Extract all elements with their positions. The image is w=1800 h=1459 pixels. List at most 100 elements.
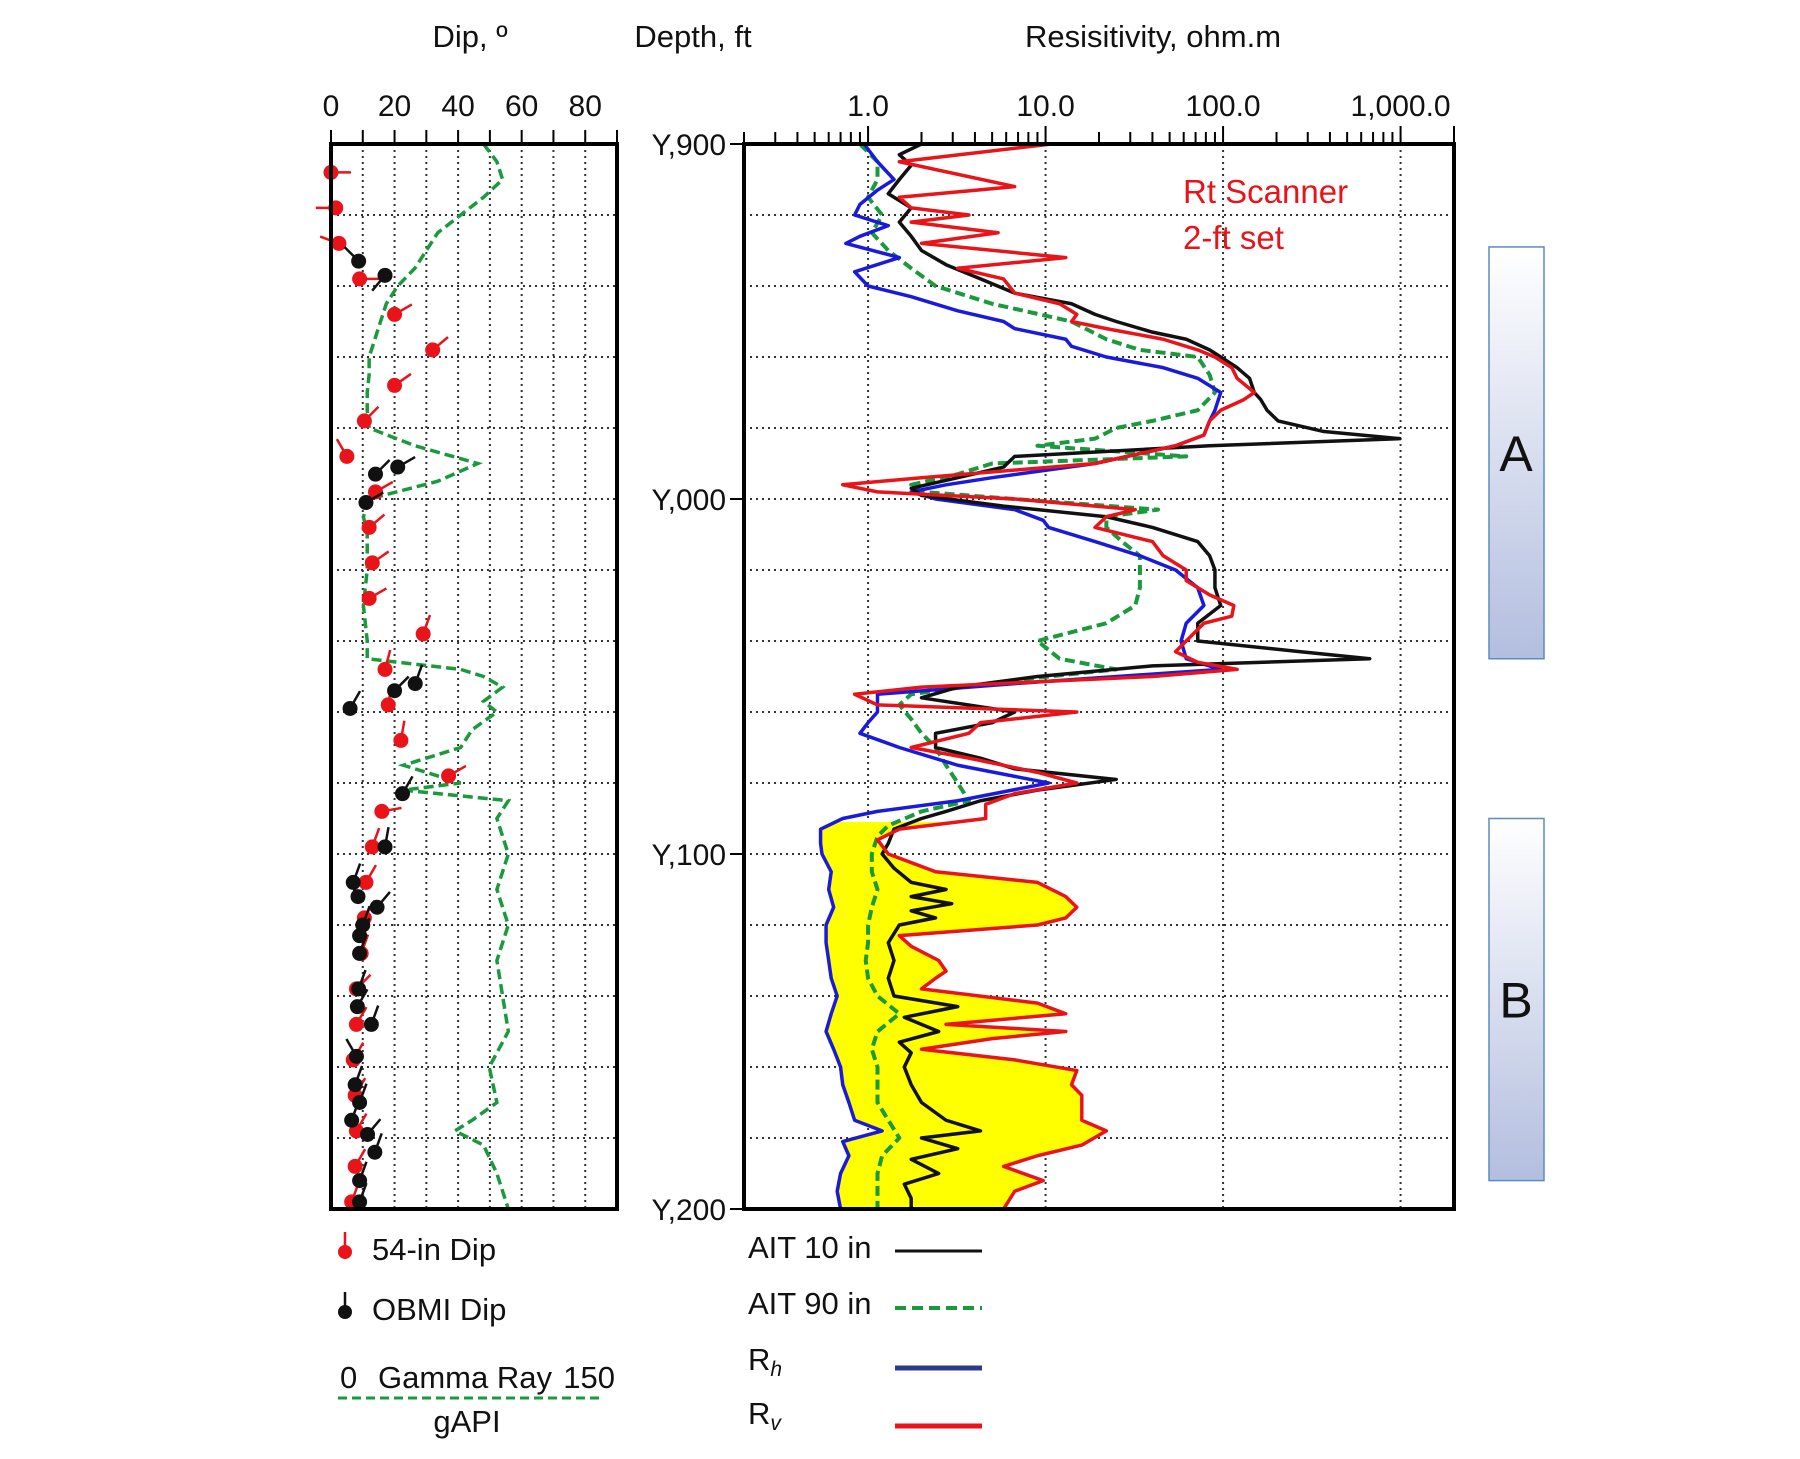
depth-tick-label: Y,900 [651,129,726,162]
resistivity-axis-title: Resisitivity, ohm.m [1025,19,1281,54]
tadpole-head [363,1016,379,1032]
dip-tick-label: 20 [378,90,411,123]
tadpole-head [348,1016,364,1032]
dip-54in-tadpole [387,372,412,393]
tadpole-head [351,981,367,997]
tadpole-head [352,945,368,961]
obmi-dip-tadpole [358,491,384,511]
tadpole-head [364,839,380,855]
tadpole-head [349,999,365,1015]
legend-ait10: AIT 10 in [748,1230,982,1265]
tadpole-head [344,1112,360,1128]
tadpole-head [360,1126,376,1142]
tadpole-head [356,413,372,429]
tadpole-head [348,1048,364,1064]
depth-tick-label: Y,100 [651,839,726,872]
obmi-dip-tadpole [347,1065,364,1093]
dip-54in-tadpole [352,271,380,287]
tadpole-head [339,448,355,464]
curve-ait-10-in [880,144,1402,1209]
curve-rv [840,144,1257,1209]
gr-name-label: Gamma Ray [378,1360,552,1395]
curve-rh [818,144,1223,1209]
dip-tick-label: 0 [323,90,340,123]
dip-axis-title: Dip, º [432,19,507,54]
curve-gamma-ray [361,144,512,1209]
zone-a: A [1488,246,1545,660]
legend-ait90: AIT 90 in [748,1286,982,1321]
tadpole-head [441,768,457,784]
dip-tadpoles [315,164,467,1210]
tadpole-head [367,1144,383,1160]
dip-54in-tadpole [364,827,381,855]
dip-54in-tadpole [347,1148,367,1174]
obmi-dip-tadpole [345,863,362,890]
dip-54in-tadpole [377,649,393,677]
dip-tick-label: 40 [441,90,474,123]
tadpole-head [377,267,393,283]
resistivity-curves [818,144,1402,1209]
tadpole-head [331,235,347,251]
resistivity-tick-label: 10.0 [1016,90,1074,123]
dip-54in-tadpole [361,587,388,606]
legend-label: AIT 90 in [748,1286,872,1321]
tadpole-head [387,306,403,322]
zone-label: B [1499,973,1532,1029]
rt-scanner-annotation: Rt Scanner [1183,173,1348,210]
legend-rh: Rh [748,1342,982,1381]
yellow-fill-area [820,822,1107,1209]
rh-rv-fill [820,822,1107,1209]
resistivity-track-grid [744,144,1454,1209]
tadpole-head [367,466,383,482]
depth-tick-label: Y,200 [651,1194,726,1227]
legend-label: Rh [748,1342,782,1381]
zone-box [1488,817,1545,1182]
dip-tick-label: 80 [569,90,602,123]
tadpole-head [345,874,361,890]
depth-tick-label: Y,000 [651,484,726,517]
gr-unit-label: gAPI [433,1404,500,1439]
dip-tick-label: 60 [505,90,538,123]
legend-gamma-ray: 0 Gamma Ray 150 gAPI [338,1360,615,1439]
obmi-dip-tadpole [387,675,410,699]
dip-54in-tadpole [415,614,432,642]
obmi-dip-tadpole [377,826,393,855]
obmi-dip-tadpole [351,969,367,997]
tadpole-head [380,697,396,713]
dip-54in-tadpole [364,550,390,571]
tadpole-head [425,342,441,358]
obmi-dip-tadpole [407,664,424,692]
dip-54in-tadpole [367,480,394,500]
dip-54in-tadpole [425,336,449,358]
obmi-dip-tadpole [352,1161,368,1189]
zone-label: A [1499,426,1533,482]
dip-54in-tadpole [374,803,402,819]
tadpole-head [390,459,406,475]
obmi-dip-tadpole [342,690,362,716]
dip-54in-tadpole [393,720,409,748]
legend-label: OBMI Dip [372,1292,506,1327]
tadpole-head [352,1173,368,1189]
zone-box [1488,246,1545,660]
tadpole-head [415,626,431,642]
dip-track-grid [331,144,617,1209]
tadpole-head [347,1077,363,1093]
obmi-dip-tadpole [395,775,414,802]
dip-54in-tadpole [361,513,386,535]
obmi-dip-tadpole [343,246,367,269]
tadpole-head [347,1158,363,1174]
obmi-dip-tadpole [367,459,391,482]
legend-label: 54-in Dip [372,1232,496,1267]
tadpole-head [352,271,368,287]
obmi-dip-tadpole [349,988,369,1015]
gamma-ray-curve [361,144,512,1209]
depth-axis-title: Depth, ft [634,19,752,54]
obmi-dip-tadpole [367,1132,383,1160]
legend-54in-dip: 54-in Dip [338,1232,496,1267]
rt-scanner-annotation-set: 2-ft set [1183,219,1284,256]
obmi-dip-tadpole [346,878,366,905]
legend-rv: Rv [748,1396,982,1435]
curve-ait-90-in [858,144,1217,1209]
zone-b: B [1488,817,1545,1182]
